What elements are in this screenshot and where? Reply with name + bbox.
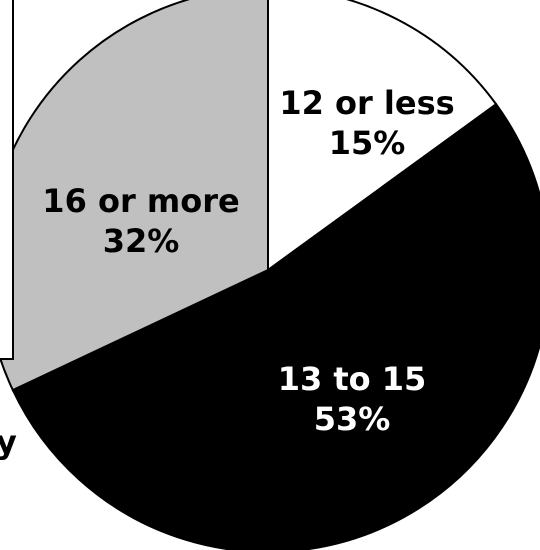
pie-slice-2 <box>11 102 540 550</box>
slice-percent-2: 53% <box>314 400 391 438</box>
cropped-text: y <box>0 423 17 461</box>
pie-slice-3 <box>0 0 269 392</box>
slice-label-2: 13 to 15 <box>278 360 427 398</box>
slice-label-1: 12 or less <box>279 84 454 122</box>
slice-percent-3: 32% <box>103 222 180 260</box>
legend-box <box>0 0 14 360</box>
slice-label-3: 16 or more <box>42 182 239 220</box>
pie-slice-1 <box>267 0 498 272</box>
slice-percent-1: 15% <box>329 124 406 162</box>
